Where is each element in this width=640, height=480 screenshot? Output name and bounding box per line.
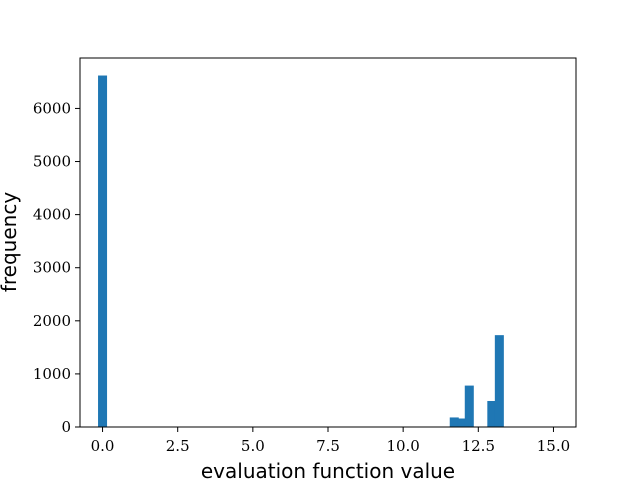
- y-axis-ticks: 0 1000 2000 3000 4000 5000 6000: [33, 99, 80, 436]
- x-tick-label: 2.5: [166, 437, 190, 455]
- x-tick-label: 15.0: [537, 437, 570, 455]
- x-tick-label: 7.5: [316, 437, 340, 455]
- y-tick-label: 4000: [33, 206, 71, 224]
- histogram-bar: [457, 418, 467, 427]
- x-axis-ticks: 0.0 2.5 5.0 7.5 10.0 12.5 15.0: [91, 427, 570, 455]
- histogram-bar: [494, 335, 504, 427]
- bars-group: [98, 75, 504, 427]
- y-tick-label: 2000: [33, 312, 71, 330]
- y-axis-label: frequency: [0, 192, 21, 292]
- histogram-bar: [464, 385, 474, 427]
- y-tick-label: 5000: [33, 153, 71, 171]
- y-tick-label: 6000: [33, 99, 71, 117]
- y-tick-label: 0: [61, 418, 71, 436]
- y-tick-label: 3000: [33, 259, 71, 277]
- y-tick-label: 1000: [33, 365, 71, 383]
- histogram-bar: [98, 75, 108, 427]
- x-tick-label: 0.0: [91, 437, 115, 455]
- x-tick-label: 10.0: [386, 437, 419, 455]
- histogram-bar: [487, 400, 497, 427]
- x-tick-label: 12.5: [462, 437, 495, 455]
- x-axis-label: evaluation function value: [201, 459, 455, 480]
- histogram-bar: [449, 417, 459, 427]
- x-tick-label: 5.0: [241, 437, 265, 455]
